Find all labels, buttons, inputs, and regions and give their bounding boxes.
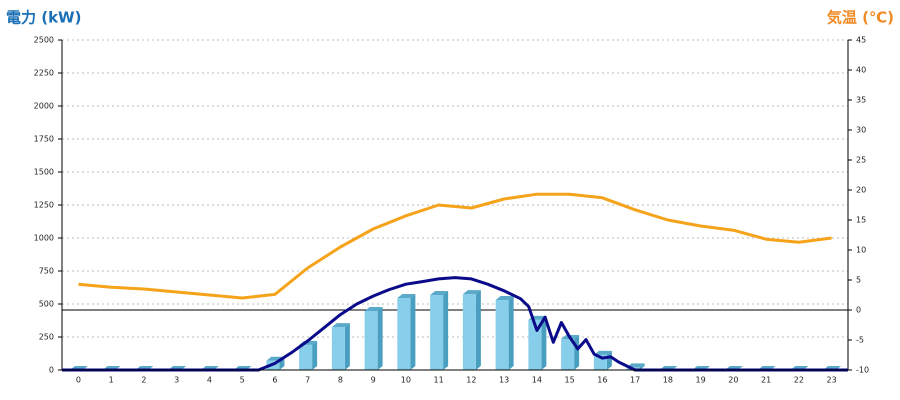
line <box>62 276 848 372</box>
bar <box>331 327 345 370</box>
x-tick-label: 23 <box>827 376 837 385</box>
bar-top <box>495 296 514 301</box>
x-tick-label: 22 <box>794 376 804 385</box>
y2-tick-label: 10 <box>856 246 866 255</box>
x-tick-label: 2 <box>141 376 146 385</box>
x-tick-label: 16 <box>597 376 607 385</box>
left-axis-title: 電力 (kW) <box>6 9 81 27</box>
bar-top <box>397 294 416 299</box>
y-tick-label: 250 <box>39 333 54 342</box>
x-tick-label: 21 <box>761 376 771 385</box>
bar-side <box>443 291 449 370</box>
x-tick-label: 7 <box>305 376 310 385</box>
x-tick-label: 19 <box>696 376 706 385</box>
x-tick-label: 5 <box>240 376 245 385</box>
x-tick-label: 17 <box>630 376 640 385</box>
x-tick-label: 9 <box>371 376 376 385</box>
y2-tick-label: 35 <box>856 96 866 105</box>
y2-tick-label: -10 <box>856 366 869 375</box>
x-tick-label: 3 <box>174 376 179 385</box>
bar <box>561 338 575 370</box>
x-tick-label: 1 <box>109 376 114 385</box>
x-tick-label: 13 <box>499 376 509 385</box>
right-axis-title: 気温 (℃) <box>827 9 894 27</box>
bar <box>364 310 378 370</box>
x-tick-label: 15 <box>565 376 575 385</box>
bar-side <box>475 290 481 370</box>
y-tick-label: 1500 <box>34 168 54 177</box>
x-tick-label: 10 <box>401 376 411 385</box>
y2-tick-label: 20 <box>856 186 866 195</box>
y2-tick-label: 15 <box>856 216 866 225</box>
y-tick-label: 2000 <box>34 102 54 111</box>
x-tick-label: 20 <box>728 376 738 385</box>
bar-side <box>344 323 350 370</box>
y2-tick-label: 40 <box>856 66 866 75</box>
x-tick-label: 14 <box>532 376 542 385</box>
bar-top <box>593 350 612 355</box>
y-tick-label: 2500 <box>34 36 54 45</box>
bar-side <box>508 296 514 370</box>
y2-tick-label: 5 <box>856 276 861 285</box>
y2-tick-label: -5 <box>856 336 864 345</box>
y2-tick-label: 25 <box>856 156 866 165</box>
x-tick-label: 18 <box>663 376 673 385</box>
x-tick-label: 4 <box>207 376 212 385</box>
y-tick-label: 750 <box>39 267 54 276</box>
y-tick-label: 0 <box>49 366 54 375</box>
bar <box>462 294 476 370</box>
x-tick-label: 8 <box>338 376 343 385</box>
y2-tick-label: 30 <box>856 126 866 135</box>
x-tick-label: 6 <box>272 376 277 385</box>
line <box>78 192 832 300</box>
bar <box>495 300 509 370</box>
x-tick-label: 12 <box>466 376 476 385</box>
bar <box>397 298 411 370</box>
bar-top <box>331 323 350 328</box>
bar-top <box>430 291 449 296</box>
y-tick-label: 500 <box>39 300 54 309</box>
bar-side <box>639 363 645 370</box>
y-tick-label: 1750 <box>34 135 54 144</box>
y-tick-label: 1250 <box>34 201 54 210</box>
y-tick-label: 1000 <box>34 234 54 243</box>
bar-side <box>574 334 580 370</box>
x-tick-label: 0 <box>76 376 81 385</box>
bar-top <box>462 290 481 295</box>
x-tick-label: 11 <box>434 376 444 385</box>
y2-tick-label: 0 <box>856 306 861 315</box>
bar-side <box>377 306 383 370</box>
bar-side <box>541 315 547 370</box>
y2-tick-label: 45 <box>856 36 866 45</box>
bar <box>528 319 542 370</box>
bar-side <box>312 340 318 370</box>
y-tick-label: 2250 <box>34 69 54 78</box>
bar <box>430 295 444 370</box>
bar-top <box>626 363 645 368</box>
bar-top <box>364 306 383 311</box>
bar-side <box>410 294 416 370</box>
bar <box>299 344 313 370</box>
